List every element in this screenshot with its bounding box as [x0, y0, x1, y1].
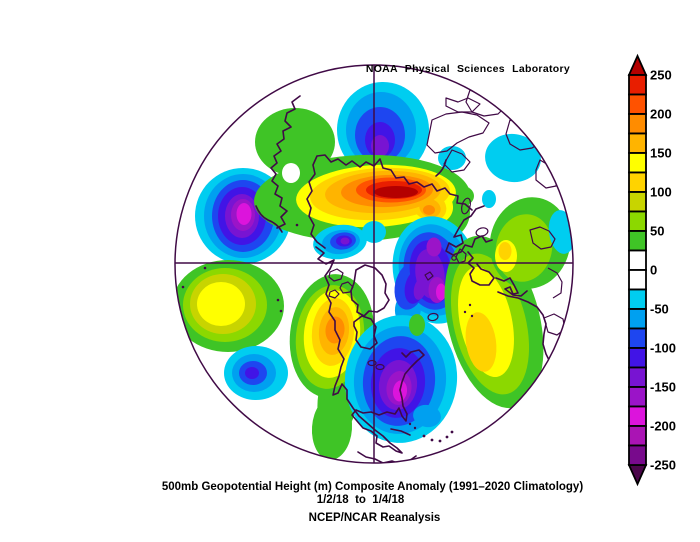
graticule: [174, 64, 574, 464]
colorbar-cell: [628, 269, 647, 291]
colorbar-cells: [628, 74, 647, 466]
colorbar-cell: [628, 113, 647, 135]
colorbar-cell: [628, 152, 647, 174]
colorbar-cell: [628, 171, 647, 193]
colorbar-labels: 250 200 150 100 50 0 -50 -100 -150 -200 -250: [650, 68, 676, 473]
colorbar-tick-label: 200: [650, 107, 672, 122]
coastlines: [181, 89, 569, 463]
colorbar-tick-label: 250: [650, 68, 672, 83]
caption: 500mb Geopotential Height (m) Composite …: [40, 481, 700, 525]
colorbar-cell: [628, 425, 647, 447]
colorbar-tick-label: -250: [650, 458, 676, 473]
caption-title: 500mb Geopotential Height (m) Composite …: [161, 481, 584, 493]
colorbar-arrow-top: [627, 53, 648, 76]
colorbar-tick-label: -100: [650, 341, 676, 356]
colorbar-tick-label: 150: [650, 146, 672, 161]
colorbar-cell: [628, 230, 647, 252]
colorbar-tick-label: -200: [650, 419, 676, 434]
colorbar-cell: [628, 288, 647, 310]
colorbar-tick-label: 0: [650, 263, 657, 278]
colorbar-cell: [628, 308, 647, 330]
colorbar-cell: [628, 347, 647, 369]
colorbar-cell: [628, 444, 647, 466]
anomaly-contours: [175, 82, 573, 463]
anomaly-north-pacific-positive: [175, 260, 284, 352]
caption-date-range: 1/2/18 to 1/4/18: [316, 494, 405, 506]
colorbar-tick-label: -150: [650, 380, 676, 395]
colorbar-tick-label: 100: [650, 185, 672, 200]
caption-dataset: NCEP/NCAR Reanalysis: [308, 512, 441, 524]
anomaly-edge-cyan-patches: [438, 133, 573, 254]
colorbar-tick-label: 50: [650, 224, 664, 239]
plot-title: NOAA Physical Sciences Laboratory: [365, 63, 570, 75]
colorbar-cell: [628, 210, 647, 232]
anomaly-pole-negative: [313, 221, 386, 260]
anomaly-iceland-green-spot: [409, 314, 425, 336]
colorbar-cell: [628, 191, 647, 213]
colorbar-cell: [628, 327, 647, 349]
colorbar-cell: [628, 132, 647, 154]
colorbar-cell: [628, 386, 647, 408]
colorbar-cell: [628, 93, 647, 115]
anomaly-arctic-negative: [337, 82, 429, 178]
colorbar-cell: [628, 405, 647, 427]
colorbar: 250 200 150 100 50 0 -50 -100 -150 -200 -250: [627, 53, 676, 487]
anomaly-subtropical-pacific-negative: [224, 346, 288, 400]
colorbar-cell: [628, 366, 647, 388]
colorbar-cell: [628, 74, 647, 96]
colorbar-cell: [628, 249, 647, 271]
colorbar-tick-label: -50: [650, 302, 669, 317]
